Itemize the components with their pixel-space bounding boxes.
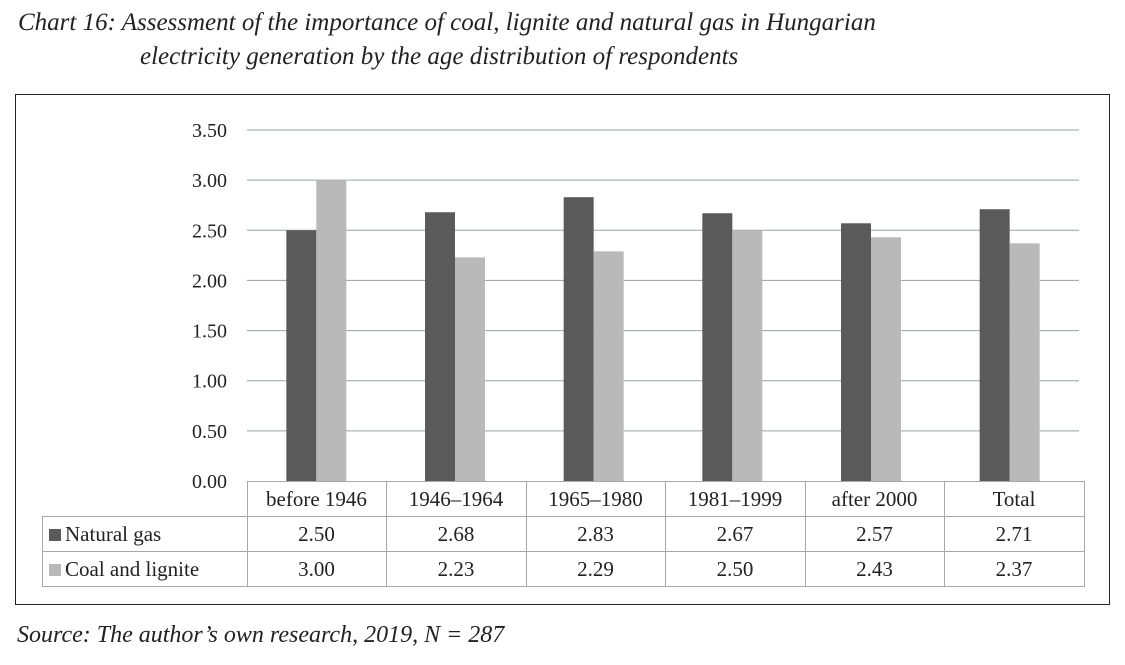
bar-natural-gas bbox=[563, 197, 594, 482]
category-label: 1946–1964 bbox=[385, 481, 527, 517]
bar-coal-and-lignite bbox=[455, 257, 485, 481]
legend-natural-gas: Natural gas bbox=[42, 516, 248, 552]
y-tick-label: 2.50 bbox=[192, 220, 227, 242]
category-label: 1981–1999 bbox=[664, 481, 806, 517]
data-table-corner bbox=[43, 482, 248, 517]
data-table: before 1946 1946–1964 1965–1980 1981–199… bbox=[42, 481, 1085, 587]
data-label: 2.83 bbox=[525, 516, 666, 552]
chart-frame bbox=[15, 94, 1110, 605]
legend-label: Coal and lignite bbox=[65, 556, 200, 581]
data-table-header-row: before 1946 1946–1964 1965–1980 1981–199… bbox=[43, 481, 1085, 517]
legend-swatch-natural-gas bbox=[49, 528, 61, 541]
data-label: 2.37 bbox=[943, 551, 1085, 587]
bar-natural-gas bbox=[979, 209, 1010, 481]
data-table-row-natural-gas: Natural gas 2.50 2.68 2.83 2.67 2.57 2.7… bbox=[42, 516, 1085, 552]
bar-coal-and-lignite bbox=[732, 230, 763, 481]
y-tick-label: 1.00 bbox=[192, 371, 227, 393]
data-label: 2.68 bbox=[385, 516, 527, 552]
data-label: 2.57 bbox=[804, 516, 945, 552]
bar-natural-gas bbox=[286, 230, 317, 481]
y-tick-label: 3.50 bbox=[192, 120, 227, 142]
chart-title-line-2: electricity generation by the age distri… bbox=[140, 43, 739, 70]
legend-coal-and-lignite: Coal and lignite bbox=[42, 551, 248, 587]
bar-coal-and-lignite bbox=[871, 237, 901, 481]
y-tick-label: 3.00 bbox=[192, 170, 227, 192]
y-tick-label: 0.50 bbox=[192, 421, 227, 443]
data-label: 2.29 bbox=[525, 551, 666, 587]
gridlines bbox=[247, 129, 1079, 432]
bar-coal-and-lignite bbox=[593, 251, 624, 481]
data-label: 3.00 bbox=[246, 551, 387, 587]
bar-coal-and-lignite bbox=[316, 180, 347, 481]
category-label: 1965–1980 bbox=[525, 481, 666, 517]
legend-label: Natural gas bbox=[65, 521, 162, 546]
bar-natural-gas bbox=[841, 223, 871, 481]
data-table-row-coal-and-lignite: Coal and lignite 3.00 2.23 2.29 2.50 2.4… bbox=[42, 551, 1085, 587]
data-label: 2.43 bbox=[804, 551, 945, 587]
y-axis-ticks: 0.00 0.50 1.00 1.50 2.00 2.50 3.00 3.50 bbox=[192, 120, 227, 493]
chart-title: Chart 16: Assessment of the importance o… bbox=[18, 6, 876, 74]
category-label: before 1946 bbox=[246, 481, 387, 517]
category-label: Total bbox=[943, 481, 1085, 517]
chart-title-line-1: Chart 16: Assessment of the importance o… bbox=[18, 9, 876, 36]
bar-coal-and-lignite bbox=[1009, 243, 1040, 481]
source-note: Source: The author’s own research, 2019,… bbox=[17, 622, 505, 648]
bar-natural-gas bbox=[425, 212, 455, 481]
y-tick-label: 2.00 bbox=[192, 270, 227, 292]
data-label: 2.71 bbox=[943, 516, 1085, 552]
bar-natural-gas bbox=[702, 213, 733, 482]
category-label: after 2000 bbox=[804, 481, 945, 517]
data-label: 2.50 bbox=[664, 551, 806, 587]
legend-swatch-coal-and-lignite bbox=[49, 563, 61, 576]
y-tick-label: 0.00 bbox=[192, 471, 227, 493]
bars bbox=[286, 180, 1040, 482]
y-tick-label: 1.50 bbox=[192, 321, 227, 343]
data-label: 2.67 bbox=[664, 516, 806, 552]
data-label: 2.23 bbox=[385, 551, 527, 587]
data-label: 2.50 bbox=[246, 516, 387, 552]
